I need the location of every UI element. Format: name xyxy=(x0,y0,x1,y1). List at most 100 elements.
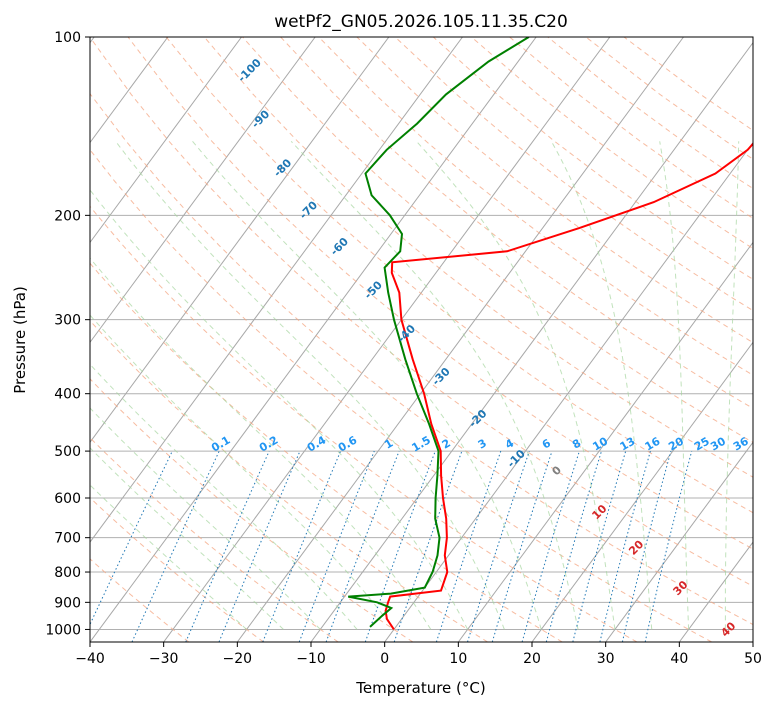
isotherm-line xyxy=(90,37,390,444)
isotherm-line xyxy=(90,37,537,642)
moist-adiabat-label: 20 xyxy=(626,538,646,558)
moist-adiabat-label: 0 xyxy=(549,463,564,478)
isotherm-line xyxy=(163,37,611,642)
y-tick-label: 200 xyxy=(54,208,81,224)
moist-adiabat-line xyxy=(724,141,740,630)
dewpoint-curve xyxy=(348,37,530,628)
isotherm-line xyxy=(752,641,753,642)
y-tick-label: 800 xyxy=(54,565,81,581)
dry-adiabat-line xyxy=(547,37,753,190)
mixing-ratio-line xyxy=(545,450,602,642)
dry-adiabat-line xyxy=(127,37,753,550)
dry-adiabat-line xyxy=(90,149,712,642)
x-tick-label: −20 xyxy=(223,651,253,667)
mixing-ratio-line xyxy=(491,450,553,642)
x-tick-label: 20 xyxy=(523,651,541,667)
moist-adiabat-line xyxy=(90,363,358,630)
dry-adiabat-line xyxy=(90,92,753,626)
dry-adiabat-line xyxy=(432,37,753,280)
dry-adiabat-line xyxy=(90,205,638,642)
isotherm-line xyxy=(90,37,463,543)
x-tick-label: 30 xyxy=(597,651,615,667)
x-axis-label: Temperature (°C) xyxy=(355,679,485,697)
isotherm-line xyxy=(236,37,684,642)
dry-adiabat-label: -100 xyxy=(235,56,264,85)
mixing-ratio-label: 2 xyxy=(440,437,453,452)
y-axis-label: Pressure (hPa) xyxy=(11,286,29,394)
mixing-ratio-line xyxy=(621,450,672,642)
isotherm-line xyxy=(457,241,753,642)
chart-title: wetPf2_GN05.2026.105.11.35.C20 xyxy=(274,12,568,32)
mixing-ratio-label: 4 xyxy=(503,436,516,451)
y-tick-label: 100 xyxy=(54,30,81,46)
moist-adiabat-line xyxy=(115,140,505,630)
dry-adiabat-line xyxy=(90,37,753,587)
line-labels: -100-90-80-70-60-50-40-30-20-100.1 0.2 0.4… xyxy=(209,56,751,640)
mixing-ratio-line xyxy=(599,450,651,642)
dry-adiabat-line xyxy=(90,320,488,642)
mixing-ratio-label: 1 xyxy=(382,437,395,452)
mixing-ratio-label: 6 xyxy=(540,436,553,451)
moist-adiabat-line xyxy=(416,140,616,630)
mixing-ratio-label: 3 xyxy=(476,437,489,452)
mixing-ratio-line xyxy=(572,450,627,642)
dry-adiabat-label: -50 xyxy=(362,278,385,301)
y-tick-label: 700 xyxy=(54,531,81,547)
y-tick-label: 400 xyxy=(54,387,81,403)
mixing-ratio-line xyxy=(325,450,400,642)
mixing-ratio-line xyxy=(393,450,463,642)
y-tick-label: 900 xyxy=(54,595,81,611)
dry-adiabat-line xyxy=(90,558,190,642)
moist-adiabat-line xyxy=(659,141,690,630)
mixing-ratio-line xyxy=(298,450,375,642)
mixing-ratio-label: 8 xyxy=(570,437,583,452)
mixing-ratio-line xyxy=(262,450,342,642)
dry-adiabat-line xyxy=(242,37,753,443)
mixing-ratio-line xyxy=(185,450,270,642)
x-tick-label: 40 xyxy=(670,651,688,667)
moist-adiabat-label: 10 xyxy=(589,502,609,522)
moist-adiabat-line xyxy=(192,140,542,630)
axis-ticks: −40 −30 −20 −10 0 10 20 30 40 5010020030040050060… xyxy=(45,30,762,667)
dry-adiabat-line xyxy=(623,37,753,132)
x-tick-label: 10 xyxy=(449,651,467,667)
x-tick-label: 50 xyxy=(744,651,762,667)
mixing-ratio-line xyxy=(218,450,301,642)
plot-frame xyxy=(89,36,754,643)
x-tick-label: −30 xyxy=(149,651,179,667)
moist-adiabat-line xyxy=(90,484,247,630)
mixing-ratio-line xyxy=(644,450,693,642)
isotherm-line xyxy=(90,37,316,344)
dry-adiabat-label: -70 xyxy=(297,198,320,221)
moist-adiabat-line xyxy=(90,407,321,630)
x-tick-label: 0 xyxy=(380,651,389,667)
moist-adiabat-line xyxy=(90,189,469,630)
temperature-curve xyxy=(384,142,753,630)
dry-adiabat-line xyxy=(356,37,753,344)
moist-adiabat-line xyxy=(90,447,284,630)
dry-adiabat-line xyxy=(165,37,753,514)
y-tick-label: 300 xyxy=(54,313,81,329)
y-tick-label: 600 xyxy=(54,491,81,507)
moist-adiabat-line xyxy=(290,140,579,630)
dry-adiabat-line xyxy=(90,437,339,642)
moist-adiabat-line xyxy=(550,141,653,630)
dry-adiabat-label: -30 xyxy=(430,365,453,388)
isotherm-line xyxy=(90,37,242,244)
isotherm-line xyxy=(90,37,169,144)
background-lines xyxy=(90,37,753,642)
dry-adiabat-label: -90 xyxy=(249,107,272,130)
dry-adiabat-line xyxy=(203,37,753,478)
dry-adiabat-line xyxy=(280,37,753,409)
isotherm-line xyxy=(310,41,753,642)
dry-adiabat-label: -80 xyxy=(271,156,294,179)
dry-adiabat-label: -60 xyxy=(328,235,351,258)
sounding-curves xyxy=(348,37,753,630)
y-tick-label: 500 xyxy=(54,444,81,460)
y-tick-label: 1000 xyxy=(45,622,81,638)
dry-adiabat-label: -40 xyxy=(395,322,418,345)
isotherm-line xyxy=(531,341,753,642)
x-tick-label: −40 xyxy=(75,651,105,667)
mixing-ratio-line xyxy=(521,450,580,642)
